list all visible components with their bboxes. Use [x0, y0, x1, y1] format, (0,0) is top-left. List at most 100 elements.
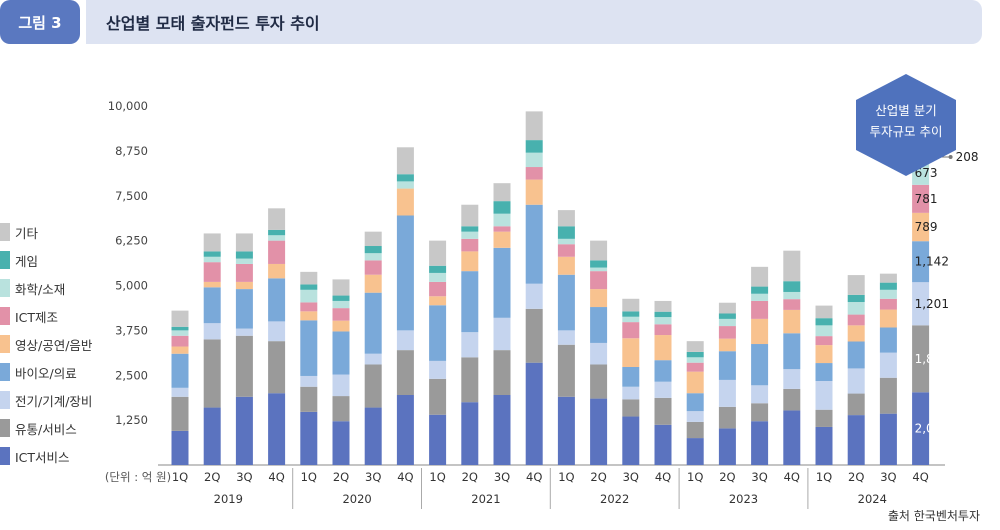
- bar-segment: [718, 379, 736, 407]
- bar-segment: [332, 300, 350, 309]
- bar-segment: [203, 262, 221, 282]
- legend-swatch: [0, 335, 10, 353]
- bar-segment: [396, 147, 414, 175]
- bar-segment: [557, 396, 575, 465]
- year-label: 2019: [214, 492, 243, 506]
- bar-segment: [783, 291, 801, 300]
- bar-segment: [235, 263, 253, 282]
- bar-segment: [268, 278, 286, 322]
- bar-segment: [203, 407, 221, 465]
- y-tick-label: 7,500: [115, 189, 148, 203]
- bar-segment: [268, 240, 286, 264]
- bar-segment: [171, 430, 189, 465]
- legend-swatch: [0, 447, 10, 465]
- bar-segment: [235, 233, 253, 252]
- bar-segment: [590, 342, 608, 365]
- bar-segment: [557, 226, 575, 239]
- bar-segment: [847, 341, 865, 369]
- bar-segment: [815, 345, 833, 364]
- bar-segment: [525, 362, 543, 465]
- bar-segment: [332, 308, 350, 321]
- bar-segment: [815, 409, 833, 427]
- bar-segment: [847, 302, 865, 315]
- bar-segment: [332, 374, 350, 397]
- legend-item: 화학/소재: [0, 278, 65, 298]
- legend-swatch: [0, 223, 10, 241]
- y-tick-label: 5,000: [115, 279, 148, 293]
- y-tick-label: 6,250: [115, 234, 148, 248]
- bar-segment: [783, 250, 801, 282]
- data-label: 673: [915, 166, 938, 180]
- data-label: 1,201: [915, 297, 949, 311]
- bar-segment: [879, 309, 897, 328]
- bar-segment: [525, 152, 543, 168]
- bar-segment: [686, 351, 704, 358]
- bar-segment: [203, 287, 221, 324]
- legend-label: 게임: [15, 253, 39, 269]
- bar-segment: [783, 333, 801, 370]
- bar-segment: [461, 357, 479, 403]
- bar-segment: [590, 260, 608, 268]
- data-label: 1,865: [915, 352, 949, 366]
- legend-swatch: [0, 391, 10, 409]
- bar-segment: [461, 251, 479, 272]
- legend-item: ICT서비스: [0, 446, 70, 466]
- bar-segment: [525, 111, 543, 141]
- callout-leader-dot: [948, 154, 953, 159]
- bar-segment: [622, 316, 640, 323]
- bar-segment: [654, 397, 672, 425]
- legend-label: 영상/공연/음반: [15, 337, 93, 353]
- bar-segment: [235, 335, 253, 397]
- bar-segment: [622, 386, 640, 400]
- legend-label: ICT제조: [15, 309, 59, 325]
- bar-segment: [912, 212, 930, 242]
- bar-segment: [203, 323, 221, 340]
- legend-item: 기타: [0, 222, 38, 242]
- callout-line2: 투자규모 추이: [869, 124, 943, 139]
- x-tick-label: 1Q: [558, 470, 574, 484]
- bar-segment: [235, 251, 253, 259]
- source-note: 출처 한국벤처투자: [887, 509, 980, 523]
- data-label: 1,142: [915, 255, 949, 269]
- bar-segment: [461, 231, 479, 239]
- bar-segment: [493, 213, 511, 227]
- bar-segment: [429, 305, 447, 361]
- callout-line1: 산업별 분기: [875, 103, 937, 118]
- bar-segment: [364, 260, 382, 275]
- bar-segment: [557, 244, 575, 257]
- bar-segment: [654, 381, 672, 398]
- x-tick-label: 2Q: [462, 470, 478, 484]
- bar-segment: [718, 313, 736, 319]
- bar-segment: [461, 204, 479, 227]
- legend-swatch: [0, 279, 10, 297]
- bar-segment: [300, 271, 318, 285]
- bar-segment: [396, 188, 414, 216]
- x-tick-label: 1Q: [172, 470, 188, 484]
- data-label: 208: [956, 150, 979, 164]
- bar-segment: [751, 421, 769, 465]
- bar-segment: [590, 271, 608, 290]
- bar-segment: [718, 428, 736, 465]
- bar-segment: [718, 302, 736, 314]
- legend-label: ICT서비스: [15, 449, 70, 465]
- bar-segment: [622, 366, 640, 387]
- bar-segment: [364, 364, 382, 408]
- bar-segment: [847, 415, 865, 465]
- legend-label: 화학/소재: [15, 281, 66, 297]
- bar-segment: [751, 293, 769, 301]
- chart-title: 산업별 모태 출자펀드 투자 추이: [106, 14, 320, 33]
- x-tick-label: 4Q: [397, 470, 413, 484]
- bar-segment: [590, 307, 608, 343]
- bar-segment: [815, 318, 833, 326]
- bar-segment: [364, 292, 382, 354]
- bar-segment: [268, 229, 286, 236]
- legend-label: 기타: [15, 225, 39, 241]
- bar-segment: [300, 386, 318, 412]
- bar-segment: [751, 318, 769, 345]
- data-label: 781: [915, 192, 938, 206]
- x-tick-label: 1Q: [816, 470, 832, 484]
- x-tick-label: 1Q: [301, 470, 317, 484]
- bar-segment: [751, 286, 769, 294]
- bar-segment: [751, 403, 769, 422]
- x-tick-label: 3Q: [880, 470, 896, 484]
